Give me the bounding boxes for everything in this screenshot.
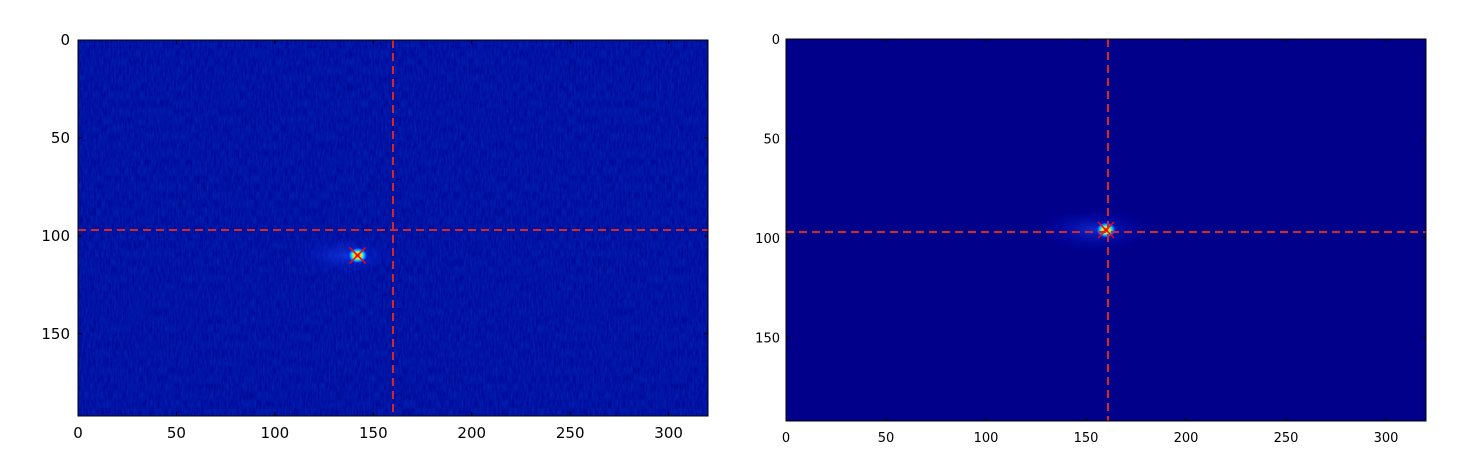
x-tick-label: 0 [782, 431, 790, 446]
x-tick-label: 200 [1174, 431, 1199, 446]
hotspot-glow [1034, 208, 1154, 252]
x-tick-label: 100 [261, 424, 290, 442]
right-heatmap-panel: 0 50 100 150 200 250 300 0 50 100 150 [755, 33, 1427, 446]
x-tick-label: 300 [1374, 431, 1399, 446]
x-tick-label: 250 [556, 424, 585, 442]
y-tick-label: 0 [772, 33, 780, 48]
x-tick-label: 150 [1074, 431, 1099, 446]
y-tick-label: 100 [41, 227, 70, 245]
x-tick-label: 50 [167, 424, 186, 442]
left-heatmap-panel: 0 50 100 150 200 250 300 0 50 100 150 [41, 31, 709, 442]
x-tick-label: 250 [1274, 431, 1299, 446]
x-tick-label: 0 [73, 424, 83, 442]
hotspot-marker [1097, 221, 1115, 239]
x-tick-label: 50 [878, 431, 895, 446]
y-tick-label: 150 [755, 331, 780, 346]
y-tick-label: 150 [41, 325, 70, 343]
y-tick-label: 50 [51, 129, 70, 147]
axes-frame [77, 39, 709, 417]
x-tick-label: 200 [457, 424, 486, 442]
x-tick-label: 100 [974, 431, 999, 446]
x-tick-label: 300 [654, 424, 683, 442]
y-tick-label: 100 [755, 232, 780, 247]
hotspot-marker [349, 246, 367, 264]
axes-frame [785, 38, 1427, 422]
hotspot-glow [285, 233, 406, 278]
x-tick-label: 150 [359, 424, 388, 442]
y-tick-label: 0 [60, 31, 70, 49]
y-tick-label: 50 [763, 132, 780, 147]
